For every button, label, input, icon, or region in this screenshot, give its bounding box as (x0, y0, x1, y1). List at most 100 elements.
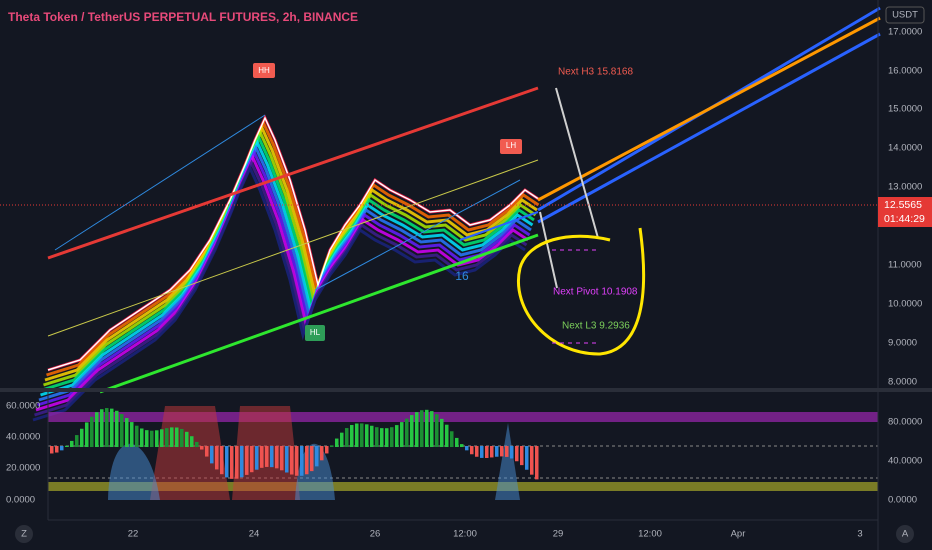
indicator-area (150, 406, 300, 500)
histogram-bar (250, 446, 254, 473)
drawing-line (555, 87, 599, 239)
histogram-bar (420, 410, 424, 447)
label-box (253, 63, 275, 78)
price-tick-label: 9.0000 (888, 338, 917, 349)
histogram-bar (230, 446, 234, 479)
indicator-area (108, 423, 520, 500)
histogram-bar (255, 446, 259, 470)
indicator-tick-label: 0.0000 (888, 495, 917, 506)
histogram-bar (100, 409, 104, 447)
time-tick-label: 26 (370, 529, 381, 540)
histogram-bar (80, 428, 84, 447)
histogram-bar (445, 424, 449, 447)
histogram-bar (145, 430, 149, 447)
drawing-line (539, 211, 558, 289)
histogram-bar (480, 446, 484, 458)
price-tick-label: 11.0000 (888, 260, 922, 271)
hh-label: HH (258, 66, 270, 75)
histogram-bar (330, 445, 334, 447)
histogram-bar (260, 446, 264, 468)
indicator-axis: 60.0000 40.0000 20.0000 0.0000 80.0000 40.000… (6, 401, 922, 506)
histogram-bar (140, 428, 144, 447)
histogram-bar (305, 446, 309, 475)
histogram-bar (300, 446, 304, 476)
time-tick-label: Apr (731, 529, 746, 540)
histogram-bar (530, 446, 534, 475)
histogram-bar (190, 436, 194, 447)
histogram-bar (175, 427, 179, 447)
price-tag (878, 197, 932, 227)
histogram-bar (50, 446, 54, 454)
currency-box[interactable] (885, 6, 925, 24)
button[interactable] (15, 525, 33, 543)
histogram-bar (185, 431, 189, 447)
histogram-bar (405, 418, 409, 447)
histogram-bar (425, 409, 429, 447)
histogram-bar (95, 412, 99, 447)
histogram-bar (430, 411, 434, 447)
lh-label: LH (506, 141, 516, 150)
histogram-bar (170, 427, 174, 447)
histogram-bar (435, 414, 439, 447)
price-tick-label: 15.0000 (888, 104, 922, 115)
count-label: 16 (455, 269, 469, 283)
histogram-bar (235, 446, 239, 479)
histogram-bar (55, 446, 59, 453)
histogram-bar (525, 446, 529, 470)
hl-label: HL (310, 328, 321, 337)
histogram-bar (505, 446, 509, 457)
histogram-bar (365, 424, 369, 447)
next-h3: Next H3 15.8168 (558, 67, 633, 78)
histogram-bar (150, 430, 154, 447)
indicator-tick-label: 40.0000 (888, 456, 922, 467)
histogram-bar (520, 446, 524, 466)
chart-title: Theta Token / TetherUS PERPETUAL FUTURES… (8, 10, 358, 24)
histogram-bar (205, 446, 209, 457)
histogram-bar (220, 446, 224, 475)
histogram-bar (265, 446, 269, 467)
histogram-bar (60, 446, 64, 451)
histogram-bar (275, 446, 279, 469)
histogram-bar (460, 444, 464, 447)
histogram-bar (315, 446, 319, 467)
histogram-bar (280, 446, 284, 471)
histogram-bar (70, 440, 74, 447)
histogram-bar (310, 446, 314, 472)
countdown: 01:44:29 (884, 213, 925, 225)
channel-yellow (47, 159, 539, 337)
histogram-bar (155, 430, 159, 447)
forecast-blue (459, 211, 539, 241)
histogram-bar (105, 408, 109, 447)
histogram-bar (285, 446, 289, 473)
histogram-bar (290, 446, 294, 475)
histogram-bar (115, 410, 119, 447)
indicator-tick-label: 60.0000 (6, 401, 40, 412)
currency: USDT (892, 10, 918, 21)
button-label: Z (21, 529, 27, 540)
histogram-bar (90, 416, 94, 447)
histogram-bar (180, 428, 184, 447)
histogram-bar (380, 428, 384, 447)
histogram-bar (295, 446, 299, 476)
histogram-bar (385, 428, 389, 447)
histogram-bar (345, 428, 349, 447)
histogram-bar (165, 428, 169, 447)
histogram-bar (320, 446, 324, 461)
channel-blue (54, 114, 266, 251)
histogram-bar (450, 431, 454, 447)
indicator-tick-label: 40.0000 (6, 432, 40, 443)
histogram-bar (500, 446, 504, 457)
channel-blue (314, 179, 521, 291)
histogram-bar (455, 437, 459, 447)
histogram-bar (340, 432, 344, 447)
indicator-tick-label: 80.0000 (888, 417, 922, 428)
histogram-bar (120, 414, 124, 447)
price-tick-label: 8.0000 (888, 377, 917, 388)
button[interactable] (896, 525, 914, 543)
forecast-orange (537, 16, 881, 202)
histogram-bar (410, 415, 414, 447)
time-tick-label: 29 (553, 529, 564, 540)
histogram-bar (465, 446, 469, 451)
indicator-tick-label: 20.0000 (6, 463, 40, 474)
